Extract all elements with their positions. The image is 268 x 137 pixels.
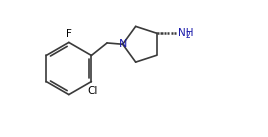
Text: 2: 2 <box>186 31 191 40</box>
Text: NH: NH <box>178 28 193 38</box>
Text: N: N <box>118 39 127 49</box>
Text: Cl: Cl <box>88 86 98 96</box>
Text: F: F <box>66 28 72 38</box>
